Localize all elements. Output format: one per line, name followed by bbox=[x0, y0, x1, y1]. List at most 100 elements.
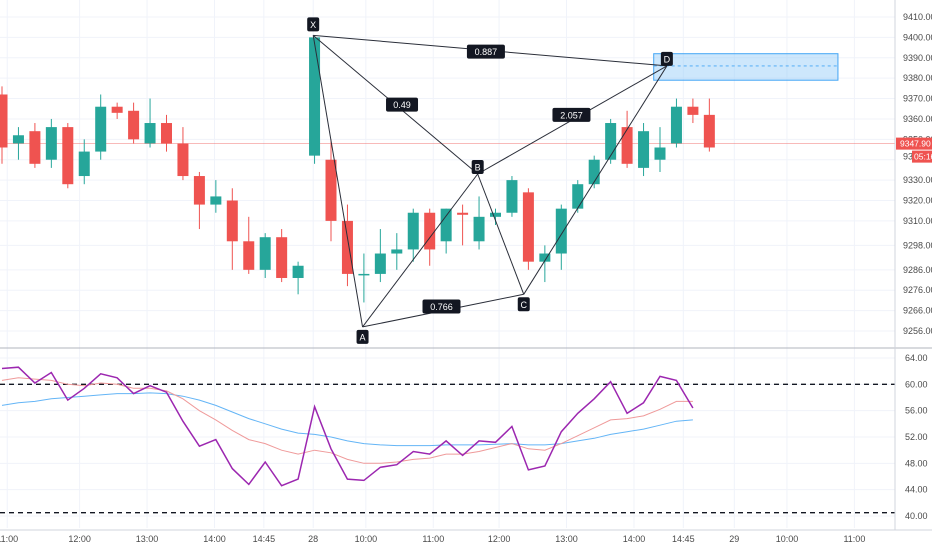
candle bbox=[161, 114, 172, 152]
time-tick: 12:00 bbox=[68, 534, 91, 544]
candle-body bbox=[29, 131, 41, 164]
candle bbox=[703, 98, 715, 152]
osc-tick: 64.00 bbox=[905, 353, 928, 363]
ratio-text: 0.887 bbox=[475, 47, 498, 57]
candle bbox=[374, 229, 386, 283]
candle bbox=[111, 102, 123, 119]
candle-body bbox=[276, 237, 288, 278]
price-tick: 9330.00 bbox=[903, 175, 932, 185]
candle bbox=[259, 233, 271, 278]
candle bbox=[522, 188, 534, 270]
candle bbox=[292, 261, 304, 295]
candle-body bbox=[358, 273, 370, 276]
candle-body bbox=[309, 37, 321, 156]
candle-body bbox=[111, 106, 123, 113]
candle bbox=[276, 229, 288, 283]
pattern-point-c: C bbox=[517, 297, 530, 312]
candle bbox=[670, 98, 682, 148]
pattern-point-label: X bbox=[310, 20, 316, 30]
candle-body bbox=[588, 159, 600, 185]
pattern-point-badge bbox=[517, 297, 530, 312]
candle bbox=[341, 204, 353, 287]
ratio-label: 2.057 bbox=[552, 107, 591, 122]
price-tick: 9370.00 bbox=[903, 94, 932, 104]
candle-body bbox=[210, 196, 222, 205]
countdown-tag bbox=[912, 150, 932, 163]
time-tick: 14:45 bbox=[253, 534, 276, 544]
candle-body bbox=[161, 123, 172, 144]
price-tick: 9256.00 bbox=[903, 326, 932, 336]
candle bbox=[605, 118, 617, 164]
pattern-point-label: A bbox=[360, 332, 366, 342]
candle-body bbox=[341, 220, 353, 274]
price-tick: 9360.00 bbox=[903, 114, 932, 124]
candle bbox=[638, 123, 650, 177]
candle-body bbox=[0, 94, 8, 148]
price-tick: 9320.00 bbox=[903, 196, 932, 206]
candle bbox=[144, 98, 156, 148]
time-tick: 10:00 bbox=[776, 534, 799, 544]
ratio-text: 0.49 bbox=[393, 100, 411, 110]
prz-box bbox=[653, 53, 839, 81]
candle-body bbox=[605, 123, 617, 160]
candle-body bbox=[391, 249, 403, 254]
price-tick: 9310.00 bbox=[903, 216, 932, 226]
price-tick: 9276.00 bbox=[903, 285, 932, 295]
time-tick: 11:00 bbox=[843, 534, 865, 544]
price-tick: 9298.00 bbox=[903, 240, 932, 250]
time-tick: 10:00 bbox=[355, 534, 378, 544]
candle bbox=[193, 171, 205, 230]
candle bbox=[588, 155, 600, 189]
candle-body bbox=[539, 253, 551, 262]
ratio-text: 0.766 bbox=[430, 302, 453, 312]
candle-body bbox=[490, 212, 501, 217]
candle bbox=[457, 204, 469, 246]
candle bbox=[12, 127, 24, 160]
candle-body bbox=[78, 151, 90, 177]
candle-body bbox=[193, 176, 205, 205]
candle-body bbox=[654, 147, 666, 160]
candle bbox=[473, 196, 485, 250]
candle-body bbox=[506, 180, 518, 213]
price-tick: 9380.00 bbox=[903, 73, 932, 83]
candle-body bbox=[687, 106, 699, 115]
pattern-line bbox=[362, 173, 479, 328]
pattern-point-b: B bbox=[471, 160, 484, 174]
pattern-point-a: A bbox=[356, 329, 369, 344]
pattern-line bbox=[312, 35, 364, 328]
candle bbox=[621, 110, 633, 168]
candle bbox=[29, 123, 41, 168]
ratio-label: 0.49 bbox=[386, 97, 419, 112]
candle bbox=[654, 127, 666, 172]
ratio-text: 2.057 bbox=[560, 110, 583, 120]
ratio-badge bbox=[552, 107, 591, 122]
candle-body bbox=[621, 127, 633, 164]
pattern-point-badge bbox=[356, 329, 369, 344]
candle-body bbox=[424, 212, 436, 250]
candle-body bbox=[440, 208, 452, 242]
osc-series-main bbox=[1, 366, 694, 487]
candle-body bbox=[95, 106, 107, 152]
price-pane: X A B C D 0.49 0.887 2.057 0.766 bbox=[0, 17, 895, 344]
candle-body bbox=[555, 208, 567, 254]
candle bbox=[555, 204, 567, 270]
candle-body bbox=[128, 110, 140, 140]
osc-series-slow bbox=[1, 392, 693, 447]
candle-body bbox=[325, 159, 337, 221]
candle bbox=[226, 188, 238, 270]
pattern-line bbox=[477, 173, 525, 295]
candle bbox=[177, 127, 189, 181]
candle bbox=[62, 123, 74, 189]
price-tick: 9400.00 bbox=[903, 32, 932, 42]
last-price-value: 9347.90 bbox=[900, 139, 931, 149]
candle bbox=[506, 176, 518, 217]
candle-body bbox=[45, 127, 57, 160]
price-tick: 9410.00 bbox=[903, 12, 932, 22]
pattern-point-label: C bbox=[521, 300, 528, 310]
candle bbox=[243, 216, 255, 274]
osc-tick: 52.00 bbox=[905, 432, 928, 442]
candle-body bbox=[473, 216, 485, 242]
price-tick: 9390.00 bbox=[903, 53, 932, 63]
